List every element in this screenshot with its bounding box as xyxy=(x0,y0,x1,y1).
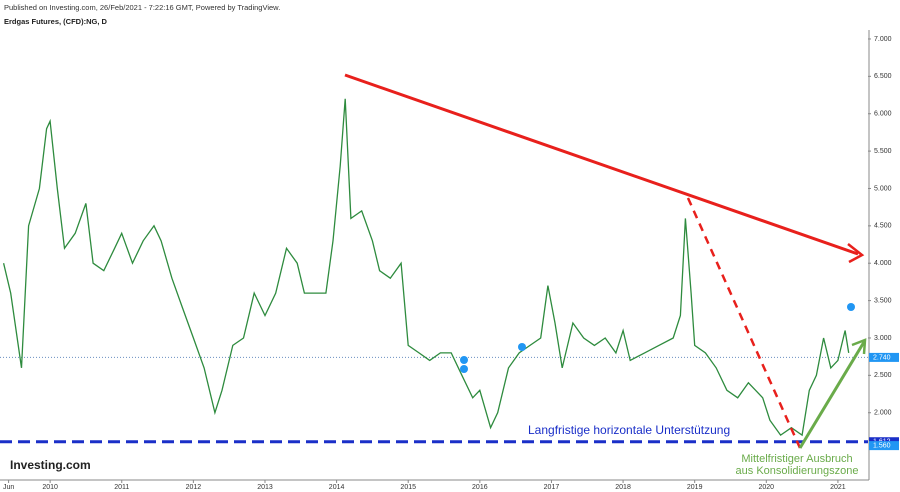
price-label-box xyxy=(869,441,899,451)
price-label: 2.740 xyxy=(873,354,891,361)
x-tick-label: 2010 xyxy=(42,484,58,491)
x-tick-label: 2017 xyxy=(544,484,560,491)
x-tick-label: 2019 xyxy=(687,484,703,491)
published-note: Published on Investing.com, 26/Feb/2021 … xyxy=(4,3,280,12)
x-tick-label: 2016 xyxy=(472,484,488,491)
symbol-title: Erdgas Futures, (CFD):NG, D xyxy=(4,17,108,26)
arrow-head xyxy=(847,243,865,264)
x-tick-label: 2018 xyxy=(615,484,631,491)
x-tick-label: 2013 xyxy=(257,484,273,491)
y-tick-label: 4.000 xyxy=(874,260,892,267)
y-tick-label: 7.000 xyxy=(874,36,892,43)
y-tick-label: 4.500 xyxy=(874,223,892,230)
price-label-box xyxy=(869,352,899,362)
y-tick-label: 5.000 xyxy=(874,185,892,192)
x-tick-label: 2012 xyxy=(186,484,202,491)
x-tick-label: 2021 xyxy=(830,484,846,491)
breakout-annotation: Mittelfristiger Ausbruch xyxy=(741,453,852,465)
x-tick-label: 2020 xyxy=(759,484,775,491)
event-icon[interactable] xyxy=(518,343,526,351)
trend-line-dashed xyxy=(686,197,802,449)
logo: Investing.com xyxy=(10,458,91,472)
y-tick-label: 6.500 xyxy=(874,73,892,80)
event-icon[interactable] xyxy=(460,356,468,364)
breakout-line xyxy=(798,341,866,449)
x-tick-label: 2014 xyxy=(329,484,345,491)
y-tick-label: 3.500 xyxy=(874,297,892,304)
price-line-series xyxy=(2,98,850,437)
y-tick-label: 2.000 xyxy=(874,410,892,417)
event-icon[interactable] xyxy=(460,365,468,373)
trend-line xyxy=(344,73,859,256)
x-tick-label: Jun xyxy=(3,484,14,491)
y-tick-label: 5.500 xyxy=(874,148,892,155)
y-tick-label: 3.000 xyxy=(874,335,892,342)
event-icon[interactable] xyxy=(847,303,855,311)
support-annotation: Langfristige horizontale Unterstützung xyxy=(528,423,730,437)
arrow-head xyxy=(851,338,867,355)
x-tick-label: 2015 xyxy=(400,484,416,491)
breakout-annotation: aus Konsolidierungszone xyxy=(736,465,859,477)
y-tick-label: 2.500 xyxy=(874,372,892,379)
price-label: 1.560 xyxy=(873,442,891,449)
y-tick-label: 6.000 xyxy=(874,111,892,118)
x-tick-label: 2011 xyxy=(114,484,129,491)
